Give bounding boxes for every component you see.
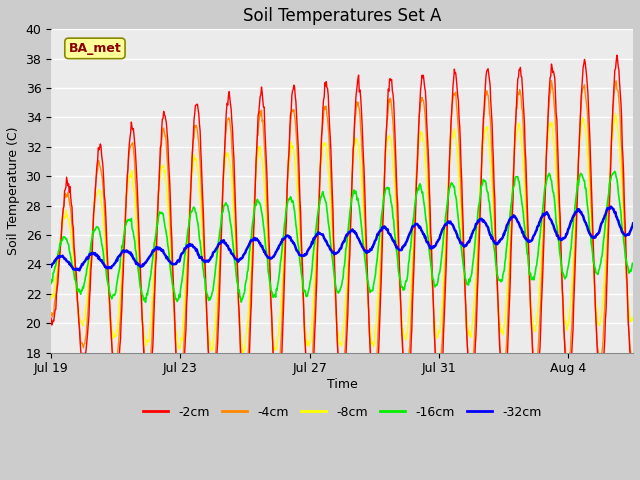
X-axis label: Time: Time bbox=[326, 378, 358, 391]
Text: BA_met: BA_met bbox=[68, 42, 122, 55]
Title: Soil Temperatures Set A: Soil Temperatures Set A bbox=[243, 7, 441, 25]
Legend: -2cm, -4cm, -8cm, -16cm, -32cm: -2cm, -4cm, -8cm, -16cm, -32cm bbox=[138, 401, 547, 424]
Y-axis label: Soil Temperature (C): Soil Temperature (C) bbox=[7, 127, 20, 255]
